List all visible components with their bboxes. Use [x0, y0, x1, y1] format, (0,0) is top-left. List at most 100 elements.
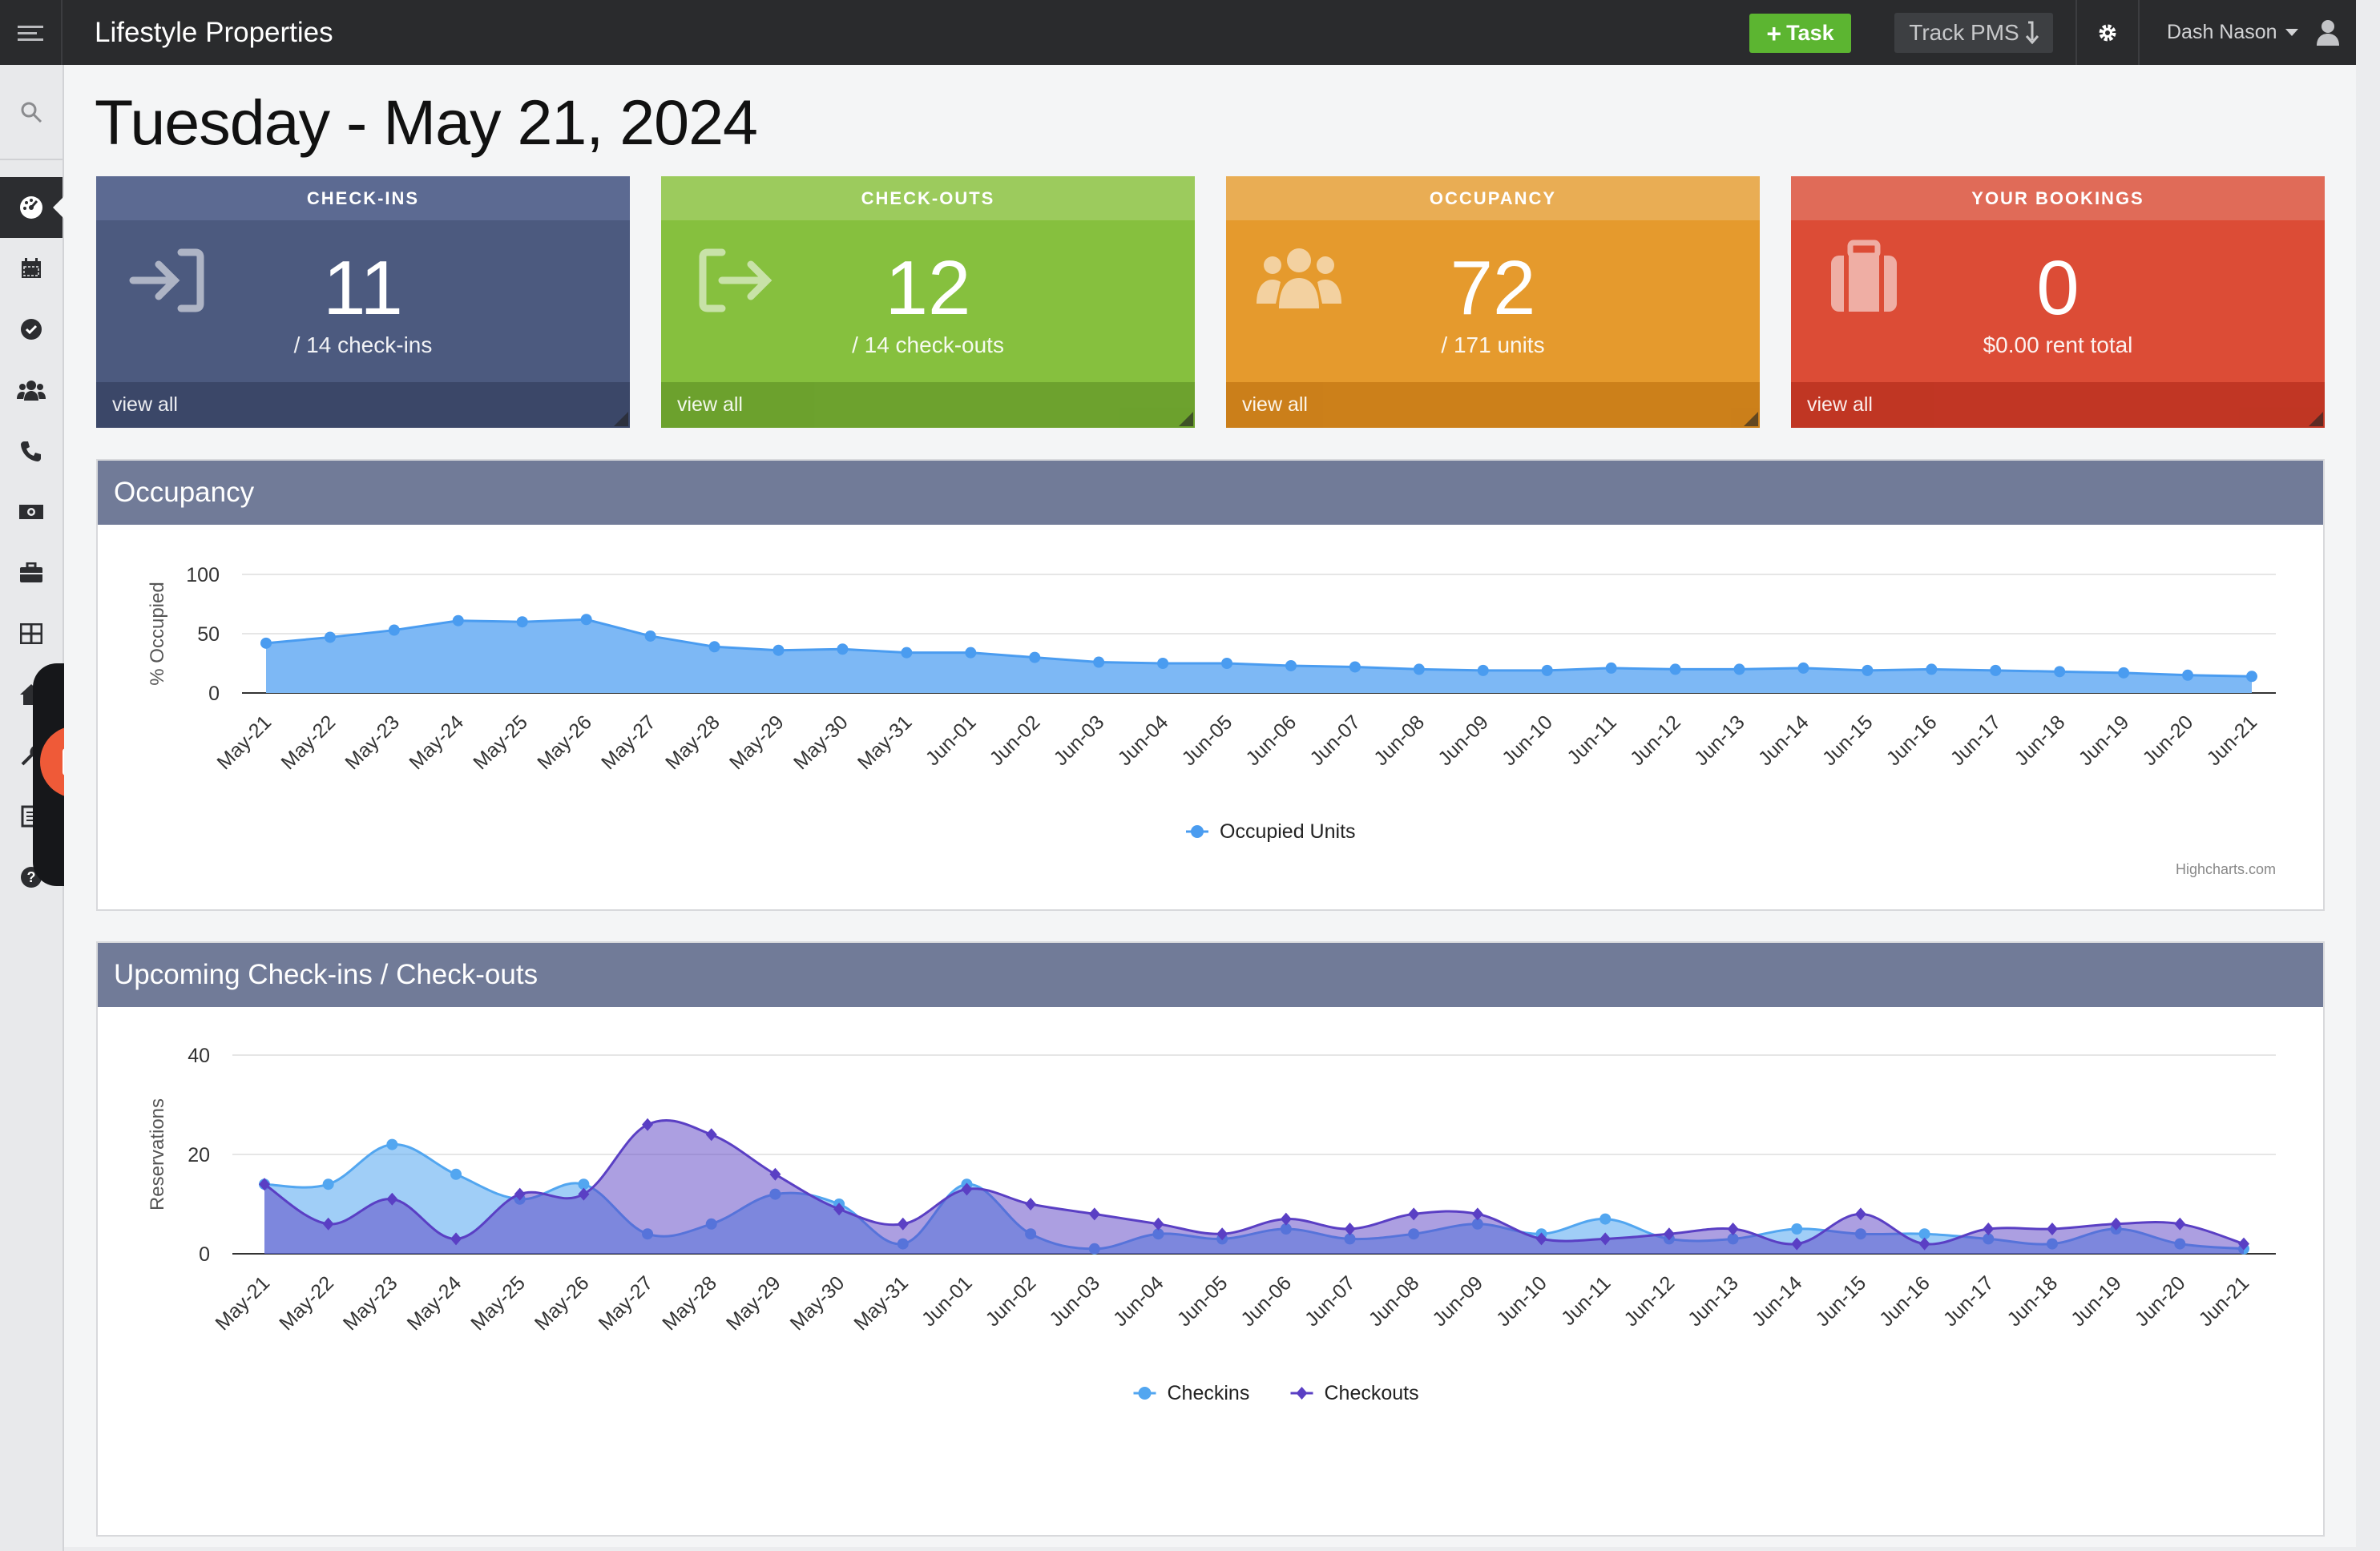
data-point: [1408, 1207, 1420, 1221]
y-tick-label: 0: [208, 683, 220, 705]
checkins-checkouts-panel: Upcoming Check-ins / Check-outs 0 20 40 Res…: [96, 941, 2325, 1537]
y-tick-label: 50: [197, 623, 220, 646]
sidebar-item-calendar[interactable]: [0, 238, 63, 299]
y-tick-label: 100: [186, 564, 220, 586]
caret-down-icon: [2285, 28, 2298, 36]
legend-marker: [1138, 1387, 1152, 1400]
data-point: [1157, 658, 1169, 669]
task-button-label: Task: [1786, 21, 1834, 45]
sidebar-item-calls[interactable]: [0, 421, 63, 481]
data-point: [324, 631, 336, 643]
data-point: [769, 1167, 781, 1181]
checkins-checkouts-panel-title: Upcoming Check-ins / Check-outs: [98, 943, 2323, 1007]
y-axis-label: % Occupied: [147, 582, 168, 685]
dashboard-icon: [20, 196, 42, 219]
data-point: [1285, 659, 1297, 671]
x-tick-label: May-27: [595, 1271, 658, 1335]
x-tick-label: May-31: [849, 1271, 913, 1335]
sidebar-item-guests[interactable]: [0, 360, 63, 421]
x-tick-label: Jun-14: [1754, 711, 1813, 770]
data-point: [1029, 651, 1041, 663]
x-tick-label: Jun-01: [922, 711, 981, 770]
checkouts-card: CHECK-OUTS 12 / 14 check-outs view all: [661, 176, 1195, 428]
app-title[interactable]: Lifestyle Properties: [95, 17, 333, 48]
bookings-card: YOUR BOOKINGS 0 $0.00 rent total view al…: [1791, 176, 2325, 428]
user-menu[interactable]: Dash Nason: [2167, 0, 2340, 65]
data-point: [1854, 1207, 1866, 1221]
x-tick-label: Jun-21: [2202, 711, 2261, 770]
data-point: [1221, 658, 1233, 669]
page-title: Tuesday - May 21, 2024: [95, 87, 758, 158]
sidebar-search[interactable]: [0, 65, 63, 160]
menu-toggle-button[interactable]: [0, 0, 63, 65]
sidebar-item-units[interactable]: [0, 603, 63, 664]
settings-button[interactable]: [2075, 0, 2140, 65]
data-point: [1216, 1227, 1228, 1241]
card-header: YOUR BOOKINGS: [1791, 176, 2325, 220]
data-point: [2118, 667, 2130, 679]
data-point: [897, 1217, 909, 1231]
data-point: [2174, 1217, 2186, 1231]
occupancy-view-all-link[interactable]: view all: [1226, 382, 1760, 428]
x-tick-label: Jun-06: [1236, 1271, 1296, 1331]
suitcase-icon: [1831, 240, 1897, 312]
data-point: [837, 643, 849, 655]
x-tick-label: May-23: [341, 711, 404, 774]
data-point: [1733, 663, 1745, 675]
data-point: [901, 647, 913, 659]
data-point: [2246, 671, 2257, 683]
data-point: [1797, 662, 1809, 674]
data-point: [386, 1138, 398, 1150]
data-point: [1599, 1232, 1612, 1246]
legend-marker: [1191, 825, 1204, 838]
sign-in-icon: [129, 248, 204, 312]
data-point: [833, 1203, 845, 1216]
data-point: [1413, 663, 1425, 675]
y-tick-label: 0: [199, 1243, 210, 1266]
checkins-view-all-link[interactable]: view all: [96, 382, 630, 428]
bookings-view-all-link[interactable]: view all: [1791, 382, 2325, 428]
track-pms-button[interactable]: Track PMS: [1894, 13, 2053, 53]
user-name: Dash Nason: [2167, 21, 2277, 43]
sidebar-item-payments[interactable]: [0, 481, 63, 542]
x-tick-label: Jun-09: [1428, 1271, 1487, 1331]
data-point: [1025, 1198, 1037, 1211]
arrow-down-icon: [2025, 21, 2039, 45]
data-point: [516, 616, 528, 628]
data-point: [2238, 1237, 2249, 1251]
x-tick-label: Jun-02: [982, 1271, 1041, 1331]
x-tick-label: May-27: [597, 711, 660, 774]
data-point: [2182, 669, 2194, 681]
x-tick-label: Jun-17: [1946, 711, 2006, 770]
occupancy-panel: Occupancy 0 50 100% Occupied May-21 May-22 Ma…: [96, 459, 2325, 911]
x-tick-label: Jun-07: [1301, 1271, 1360, 1331]
users-icon: [1257, 248, 1341, 308]
x-tick-label: Jun-13: [1684, 1271, 1743, 1331]
card-header: OCCUPANCY: [1226, 176, 1760, 220]
x-tick-label: Jun-10: [1492, 1271, 1551, 1331]
user-icon: [2316, 19, 2339, 46]
x-tick-label: Jun-13: [1690, 711, 1749, 770]
sidebar-item-owners[interactable]: [0, 542, 63, 603]
checkins-total: / 14 check-ins: [293, 332, 433, 357]
data-point: [2046, 1223, 2058, 1235]
data-point: [388, 624, 400, 636]
x-tick-label: Jun-15: [1818, 711, 1878, 770]
data-point: [1926, 663, 1938, 675]
x-tick-label: Jun-12: [1620, 1271, 1679, 1331]
x-tick-label: May-21: [212, 711, 276, 774]
legend-item: Checkouts: [1290, 1382, 1419, 1404]
users-icon: [17, 381, 46, 401]
data-point: [1477, 664, 1489, 676]
checkouts-view-all-link[interactable]: view all: [661, 382, 1195, 428]
data-point: [1152, 1217, 1164, 1231]
data-point: [1088, 1207, 1100, 1221]
add-task-button[interactable]: + Task: [1749, 14, 1851, 53]
x-tick-label: Jun-07: [1305, 711, 1365, 770]
sidebar-item-dashboard[interactable]: [0, 177, 64, 238]
occupancy-total: / 171 units: [1441, 332, 1545, 357]
data-point: [1344, 1223, 1356, 1235]
sidebar-item-tasks[interactable]: [0, 299, 63, 360]
legend-marker: [1296, 1387, 1308, 1400]
